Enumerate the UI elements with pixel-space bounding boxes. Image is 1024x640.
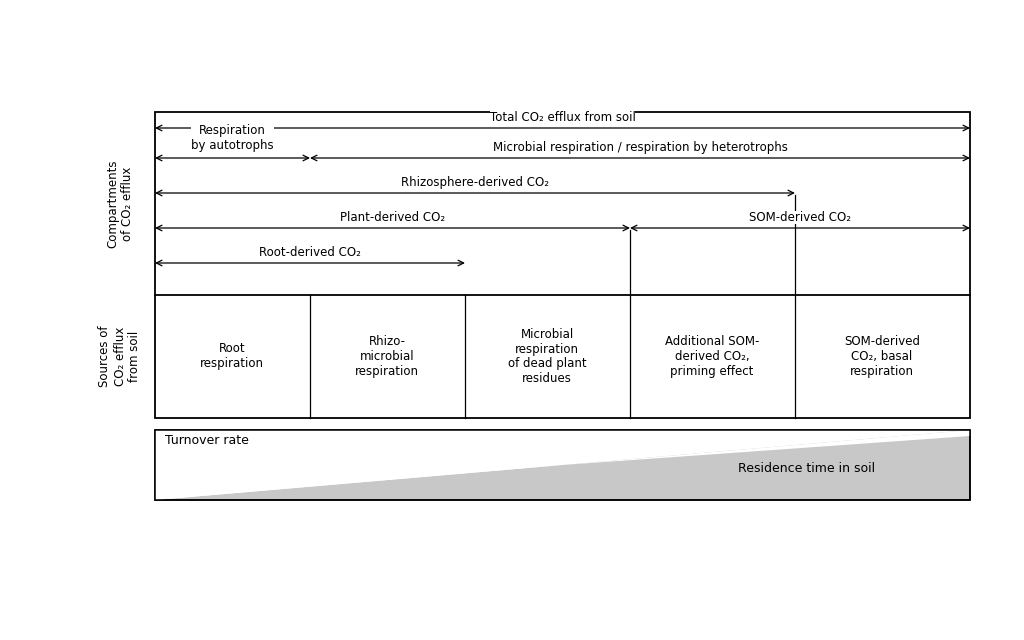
Text: Turnover rate: Turnover rate xyxy=(165,433,249,447)
Text: Root-derived CO₂: Root-derived CO₂ xyxy=(259,246,360,259)
Polygon shape xyxy=(155,430,970,500)
Polygon shape xyxy=(155,430,970,500)
Text: Compartments
of CO₂ efflux: Compartments of CO₂ efflux xyxy=(106,159,134,248)
Text: Microbial respiration / respiration by heterotrophs: Microbial respiration / respiration by h… xyxy=(493,141,787,154)
Text: Microbial
respiration
of dead plant
residues: Microbial respiration of dead plant resi… xyxy=(508,328,587,385)
Bar xyxy=(155,112,970,418)
Text: Plant-derived CO₂: Plant-derived CO₂ xyxy=(340,211,445,224)
Text: SOM-derived CO₂: SOM-derived CO₂ xyxy=(749,211,851,224)
Text: Sources of
CO₂ efflux
from soil: Sources of CO₂ efflux from soil xyxy=(98,326,141,387)
Bar xyxy=(155,430,970,500)
Text: SOM-derived
CO₂, basal
respiration: SOM-derived CO₂, basal respiration xyxy=(844,335,920,378)
Text: Root
respiration: Root respiration xyxy=(200,342,264,371)
Text: Total CO₂ efflux from soil: Total CO₂ efflux from soil xyxy=(489,111,636,124)
Text: Rhizosphere-derived CO₂: Rhizosphere-derived CO₂ xyxy=(401,176,549,189)
Text: Respiration
by autotrophs: Respiration by autotrophs xyxy=(191,124,273,152)
Text: Additional SOM-
derived CO₂,
priming effect: Additional SOM- derived CO₂, priming eff… xyxy=(665,335,759,378)
Bar xyxy=(155,430,970,500)
Text: Residence time in soil: Residence time in soil xyxy=(738,461,874,474)
Text: Rhizo-
microbial
respiration: Rhizo- microbial respiration xyxy=(355,335,419,378)
